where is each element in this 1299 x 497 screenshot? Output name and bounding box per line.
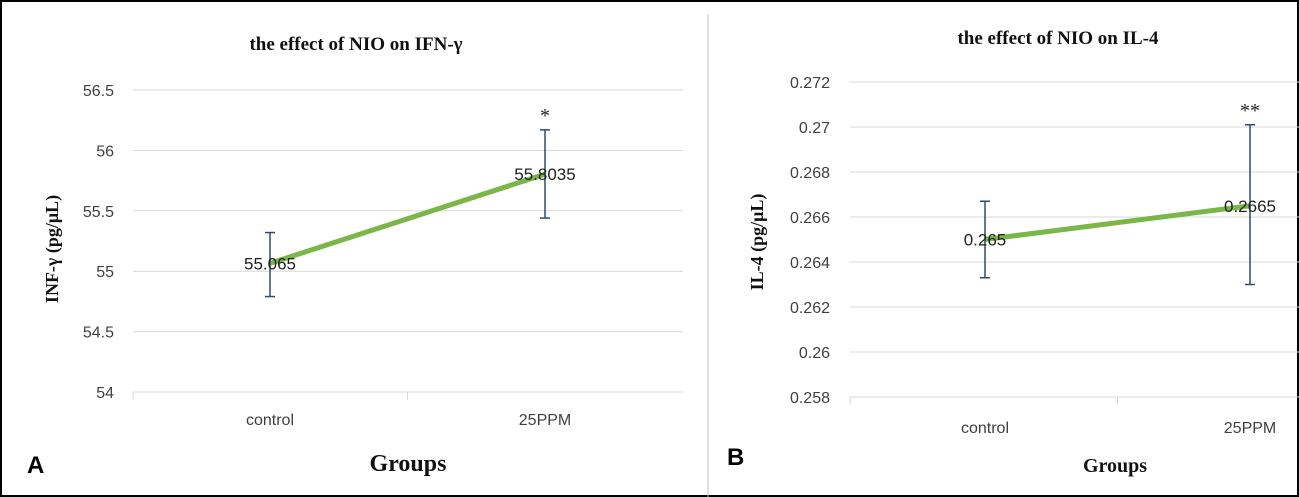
panel-label: A bbox=[27, 452, 44, 479]
y-tick-label: 0.27 bbox=[799, 120, 830, 137]
y-tick-label: 56 bbox=[96, 143, 114, 160]
plot-area: 54 54.5 55 55.5 56 56.5 control 25PPM 55.065 55.8… bbox=[83, 83, 683, 429]
chart-panel-a: the effect of NIO on IFN-γ INF-γ (pg/μL)… bbox=[27, 34, 683, 479]
series-line bbox=[269, 171, 546, 266]
data-label: 55.065 bbox=[244, 254, 296, 273]
y-tick-label: 0.268 bbox=[790, 165, 830, 182]
y-tick-label: 54 bbox=[96, 385, 114, 402]
y-tick-label: 0.272 bbox=[790, 75, 830, 92]
significance-marker: ** bbox=[1240, 100, 1260, 122]
y-tick-label: 56.5 bbox=[83, 83, 114, 100]
significance-marker: * bbox=[540, 105, 550, 127]
data-label: 55.8035 bbox=[514, 165, 575, 184]
x-axis-label: Groups bbox=[370, 451, 447, 477]
x-axis-label: Groups bbox=[1083, 455, 1147, 477]
y-tick-label: 54.5 bbox=[83, 325, 114, 342]
chart-panel-b: the effect of NIO on IL-4 IL-4 (pg/μL) G… bbox=[727, 28, 1299, 477]
chart-title: the effect of NIO on IFN-γ bbox=[249, 34, 462, 55]
x-tick-label: 25PPM bbox=[1224, 420, 1276, 437]
y-tick-label: 55 bbox=[96, 264, 114, 281]
chart-title: the effect of NIO on IL-4 bbox=[957, 28, 1159, 49]
panel-label: B bbox=[727, 444, 744, 471]
x-tick-label: 25PPM bbox=[519, 412, 571, 429]
data-label: 0.2665 bbox=[1224, 197, 1276, 216]
y-axis-label: IL-4 (pg/μL) bbox=[747, 194, 768, 291]
y-tick-label: 55.5 bbox=[83, 204, 114, 221]
x-tick-label: control bbox=[246, 412, 294, 429]
x-tick-label: control bbox=[961, 420, 1009, 437]
y-tick-label: 0.26 bbox=[799, 345, 830, 362]
y-tick-label: 0.264 bbox=[790, 255, 830, 272]
plot-area: 0.258 0.26 0.262 0.264 0.266 0.268 0.27 0.272 co… bbox=[790, 75, 1299, 437]
y-axis-label: INF-γ (pg/μL) bbox=[42, 195, 63, 303]
y-tick-label: 0.262 bbox=[790, 300, 830, 317]
y-tick-label: 0.258 bbox=[790, 390, 830, 407]
y-tick-label: 0.266 bbox=[790, 210, 830, 227]
series-line bbox=[984, 203, 1251, 242]
data-label: 0.265 bbox=[964, 231, 1007, 250]
